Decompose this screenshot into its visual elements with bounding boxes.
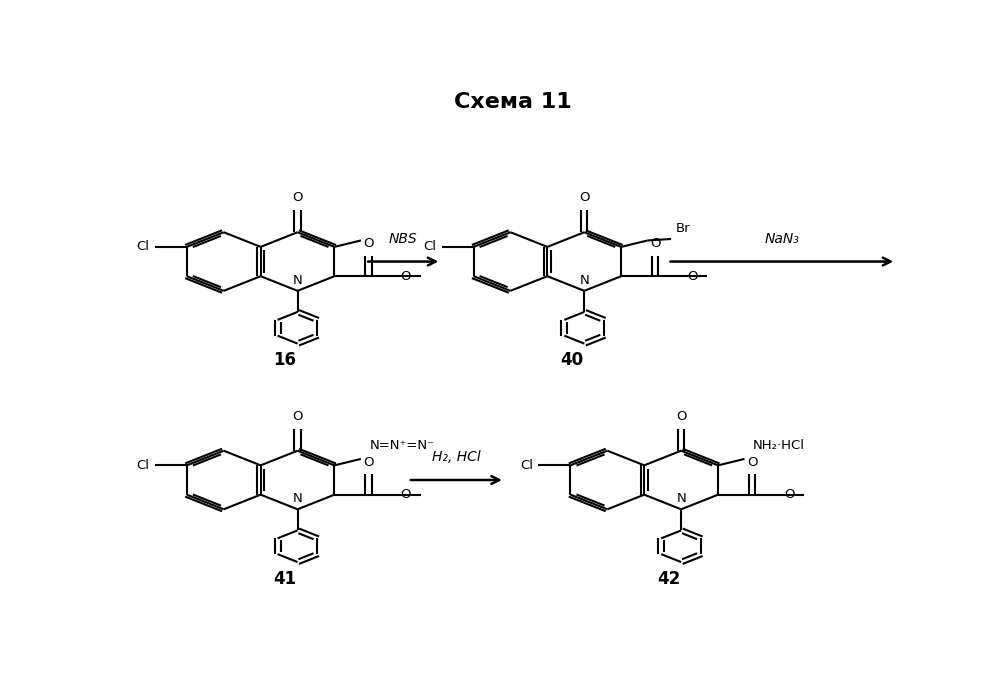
Text: 42: 42 bbox=[657, 570, 680, 588]
Text: NBS: NBS bbox=[389, 232, 418, 246]
Text: O: O bbox=[579, 192, 590, 204]
Text: Схема 11: Схема 11 bbox=[454, 91, 571, 111]
Text: H₂, HCl: H₂, HCl bbox=[432, 450, 481, 464]
Text: O: O bbox=[676, 410, 686, 423]
Text: 16: 16 bbox=[273, 351, 296, 369]
Text: O: O bbox=[784, 488, 795, 501]
Text: O: O bbox=[650, 237, 661, 251]
Text: O: O bbox=[687, 270, 698, 283]
Text: N: N bbox=[293, 273, 302, 286]
Text: O: O bbox=[747, 456, 757, 469]
Text: 41: 41 bbox=[273, 570, 296, 588]
Text: O: O bbox=[401, 270, 411, 283]
Text: N: N bbox=[293, 492, 302, 505]
Text: O: O bbox=[292, 410, 303, 423]
Text: 40: 40 bbox=[560, 351, 583, 369]
Text: Cl: Cl bbox=[137, 240, 150, 253]
Text: N: N bbox=[579, 273, 589, 286]
Text: N=N⁺=N⁻: N=N⁺=N⁻ bbox=[369, 439, 435, 453]
Text: N: N bbox=[676, 492, 686, 505]
Text: Cl: Cl bbox=[520, 459, 533, 472]
Text: NaN₃: NaN₃ bbox=[764, 232, 799, 246]
Text: O: O bbox=[363, 456, 374, 469]
Text: Br: Br bbox=[676, 221, 691, 235]
Text: O: O bbox=[363, 237, 374, 251]
Text: NH₂·HCl: NH₂·HCl bbox=[753, 439, 805, 453]
Text: O: O bbox=[292, 192, 303, 204]
Text: Cl: Cl bbox=[423, 240, 436, 253]
Text: O: O bbox=[401, 488, 411, 501]
Text: Cl: Cl bbox=[137, 459, 150, 472]
